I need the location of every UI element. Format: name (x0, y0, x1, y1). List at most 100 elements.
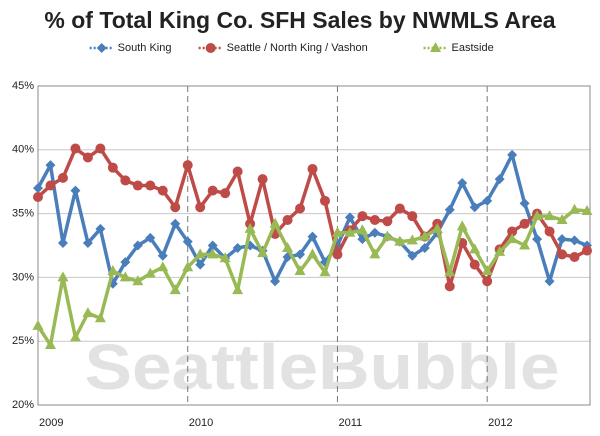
point (557, 249, 568, 260)
point (369, 214, 380, 225)
point (557, 234, 568, 245)
point (531, 210, 543, 221)
point (169, 284, 181, 295)
point (95, 143, 106, 154)
point (482, 276, 493, 287)
point (182, 261, 194, 272)
point (331, 226, 343, 237)
point (219, 252, 231, 263)
point (406, 234, 418, 245)
point (207, 248, 219, 259)
point (319, 195, 330, 206)
point (195, 259, 206, 270)
point (494, 174, 505, 185)
point (544, 276, 555, 287)
point (344, 226, 356, 237)
point (307, 231, 318, 242)
point (444, 281, 455, 292)
point (33, 192, 43, 203)
point (207, 185, 218, 196)
point (294, 265, 306, 276)
point (170, 218, 181, 229)
legend-item: South King (89, 42, 172, 54)
point (482, 195, 493, 206)
y-tick-label: 30% (12, 271, 34, 283)
point (569, 203, 581, 214)
point (444, 266, 456, 277)
point (356, 224, 368, 235)
legend-marker (96, 43, 107, 53)
point (319, 266, 331, 277)
legend-marker (430, 42, 442, 52)
point (119, 271, 131, 282)
legend-item: Eastside (423, 42, 494, 54)
point (344, 212, 355, 223)
point (469, 243, 481, 254)
y-tick-label: 45% (12, 80, 34, 92)
point (369, 227, 380, 238)
point (394, 203, 405, 214)
point (507, 149, 518, 160)
point (519, 218, 530, 229)
point (144, 267, 156, 278)
point (444, 204, 455, 215)
y-tick-label: 20% (12, 399, 34, 411)
y-tick-label: 35% (12, 208, 34, 220)
point (456, 220, 468, 231)
point (107, 265, 119, 276)
point (481, 265, 493, 276)
point (519, 239, 531, 250)
point (157, 250, 168, 261)
legend-item: Seattle / North King / Vashon (198, 42, 368, 54)
point (45, 180, 56, 191)
point (307, 163, 318, 174)
point (157, 185, 168, 196)
legend-marker (205, 43, 216, 53)
point (295, 203, 306, 214)
point (170, 202, 181, 213)
x-tick-label: 2010 (189, 417, 213, 429)
point (145, 232, 156, 243)
x-tick-label: 2009 (39, 417, 63, 429)
point (57, 172, 68, 183)
watermark: SeattleBubble (85, 331, 560, 403)
point (107, 162, 118, 173)
point (257, 247, 269, 258)
point (95, 223, 106, 234)
point (132, 180, 143, 191)
point (544, 210, 556, 221)
point (369, 248, 381, 259)
point (182, 236, 193, 247)
point (195, 202, 206, 213)
point (45, 160, 56, 171)
point (207, 240, 218, 251)
point (82, 152, 93, 163)
point (145, 180, 156, 191)
point (532, 234, 543, 245)
series (32, 203, 593, 350)
point (295, 249, 306, 260)
point (33, 183, 43, 194)
point (270, 276, 281, 287)
point (519, 198, 530, 209)
point (581, 205, 593, 216)
point (157, 261, 169, 272)
point (132, 275, 144, 286)
legend-label: Seattle / North King / Vashon (227, 42, 368, 54)
legend-label: South King (118, 42, 172, 54)
point (544, 226, 555, 237)
point (57, 271, 69, 282)
point (282, 251, 293, 262)
x-tick-label: 2012 (488, 417, 512, 429)
point (394, 235, 406, 246)
y-tick-label: 25% (12, 335, 34, 347)
point (82, 307, 94, 318)
point (194, 248, 206, 259)
point (182, 160, 193, 171)
point (307, 248, 318, 259)
point (120, 257, 131, 268)
point (507, 226, 518, 237)
point (582, 245, 592, 256)
y-tick-label: 40% (12, 144, 34, 156)
